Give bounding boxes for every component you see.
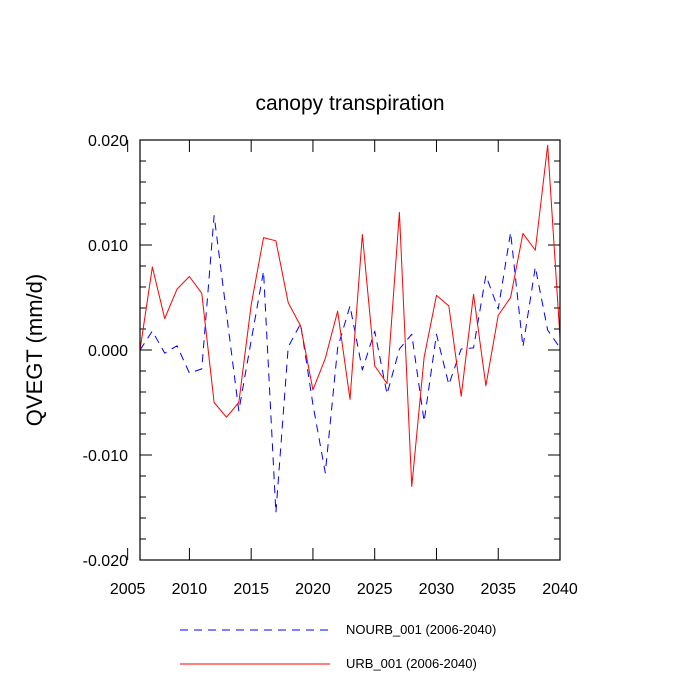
x-tick-label: 2015 [233, 581, 269, 598]
series-lines [139, 144, 561, 514]
axis-ticks [127, 139, 561, 561]
legend-label-nourb: NOURB_001 (2006-2040) [346, 622, 496, 637]
y-tick-label: -0.010 [83, 448, 128, 465]
legend: NOURB_001 (2006-2040) URB_001 (2006-2040… [180, 622, 496, 671]
x-tick-label: 2030 [419, 581, 455, 598]
chart-title: canopy transpiration [255, 92, 444, 115]
y-axis-label: QVEGT (mm/d) [22, 274, 47, 426]
y-tick-label: 0.020 [88, 133, 128, 150]
x-tick-label: 2020 [295, 581, 331, 598]
axis-tick-labels: 2005 2010 2015 2020 2025 2030 2035 2040 -0.020 -0… [83, 133, 578, 598]
y-tick-label: -0.020 [83, 553, 128, 570]
y-tick-label: 0.010 [88, 238, 128, 255]
plot-frame [139, 139, 561, 561]
legend-label-urb: URB_001 (2006-2040) [346, 656, 477, 671]
series-line-nourb [139, 215, 561, 514]
y-tick-label: 0.000 [88, 343, 128, 360]
x-tick-label: 2040 [542, 581, 578, 598]
series-line-urb [139, 144, 561, 487]
x-tick-label: 2035 [480, 581, 516, 598]
x-tick-label: 2010 [172, 581, 208, 598]
x-tick-label: 2025 [357, 581, 393, 598]
x-tick-label: 2005 [110, 581, 146, 598]
